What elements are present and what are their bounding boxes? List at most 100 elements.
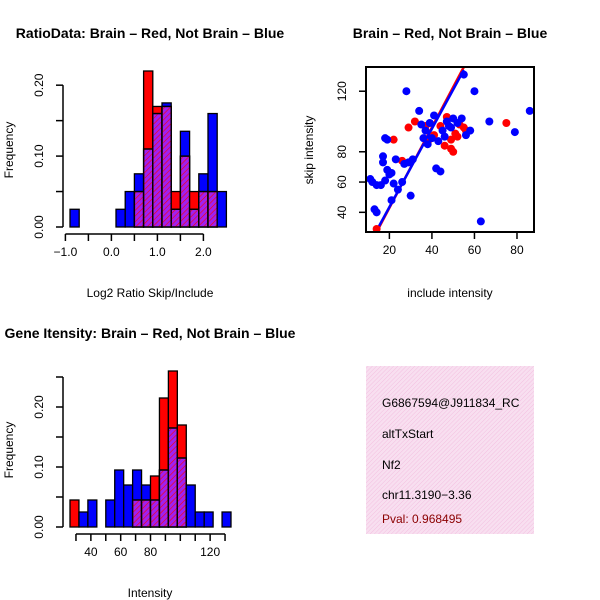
intensity-scatter-panel: Brain – Red, Not Brain – Blue 20 40 60 80 40… xyxy=(302,25,547,300)
intensity-scatter-point-not-brain xyxy=(381,176,390,185)
intensity-histogram-y-tick-label: 0.10 xyxy=(32,455,46,479)
intensity-scatter-x-tick-label: 60 xyxy=(468,243,482,257)
intensity-histogram-bar-not-brain xyxy=(78,511,89,528)
intensity-scatter-point-not-brain xyxy=(379,158,388,167)
intensity-histogram-bar-not-brain xyxy=(87,499,98,528)
event-type: altTxStart xyxy=(382,427,434,441)
ratio-histogram-title: RatioData: Brain – Red, Not Brain – Blue xyxy=(16,25,285,41)
ratio-histogram-bar-not-brain xyxy=(69,208,80,228)
intensity-histogram-bar-not-brain xyxy=(114,469,125,528)
ratio-histogram-y-tick-label: 0.00 xyxy=(32,215,46,239)
ratio-histogram-xlabel: Log2 Ratio Skip/Include xyxy=(87,286,214,300)
ratio-histogram-x-tick-label: −1.0 xyxy=(54,245,78,259)
intensity-histogram-panel: Gene Itensity: Brain – Red, Not Brain – … xyxy=(2,325,296,600)
ratio-histogram-y-tick-label: 0.20 xyxy=(32,73,46,97)
intensity-scatter-point-not-brain xyxy=(415,106,424,115)
p-value: Pval: 0.968495 xyxy=(382,512,462,526)
intensity-scatter-point-not-brain xyxy=(391,155,400,164)
intensity-scatter-point-not-brain xyxy=(459,70,468,79)
intensity-scatter-point-brain xyxy=(440,141,449,150)
intensity-histogram-bar-overlap-hatch xyxy=(131,499,143,528)
intensity-scatter-axes: 20 40 60 80 40 60 80 120 xyxy=(335,66,535,257)
ratio-histogram-bar-not-brain xyxy=(124,190,136,228)
intensity-histogram-bar-overlap-hatch xyxy=(140,499,152,528)
intensity-histogram-x-tick-label: 40 xyxy=(84,545,98,559)
intensity-scatter-point-not-brain xyxy=(393,185,402,194)
ratio-histogram-bar-overlap-hatch xyxy=(142,148,154,228)
intensity-scatter-point-not-brain xyxy=(525,106,534,115)
ratio-histogram-y-tick-label: 0.10 xyxy=(32,144,46,168)
intensity-histogram-bar-brain xyxy=(69,499,80,528)
intensity-histogram-bar-not-brain xyxy=(185,484,196,528)
genomic-location: chr11.3190−3.36 xyxy=(382,488,472,502)
ratio-histogram-bar-overlap-hatch xyxy=(207,190,218,228)
ratio-histogram-bar-not-brain xyxy=(115,208,126,228)
intensity-scatter-point-not-brain xyxy=(430,111,439,120)
intensity-scatter-point-not-brain xyxy=(457,114,466,123)
intensity-histogram-x-tick-label: 80 xyxy=(144,545,158,559)
intensity-scatter-point-not-brain xyxy=(398,178,407,187)
intensity-histogram-bar-not-brain xyxy=(105,499,116,528)
intensity-scatter-point-brain xyxy=(372,224,381,232)
intensity-scatter-y-tick-label: 60 xyxy=(335,175,349,189)
intensity-scatter-ylabel: skip intensity xyxy=(302,116,316,185)
intensity-histogram-ylabel: Frequency xyxy=(2,422,16,479)
intensity-scatter-point-not-brain xyxy=(389,179,398,188)
intensity-scatter-point-not-brain xyxy=(417,120,426,129)
intensity-scatter-point-not-brain xyxy=(406,191,415,200)
intensity-scatter-frame xyxy=(365,66,535,233)
intensity-scatter-point-not-brain xyxy=(440,132,449,141)
intensity-histogram-bar-overlap-hatch xyxy=(149,499,161,528)
ratio-histogram-bar-overlap-hatch xyxy=(179,155,191,228)
intensity-histogram-bars xyxy=(69,370,232,528)
intensity-scatter-point-not-brain xyxy=(387,168,396,177)
intensity-histogram-axes: 40 60 80 120 0.00 0.10 0.20 xyxy=(32,376,226,559)
intensity-scatter-point-not-brain xyxy=(425,119,434,128)
intensity-histogram-x-tick-label: 60 xyxy=(114,545,128,559)
intensity-scatter-x-tick-label: 40 xyxy=(425,243,439,257)
intensity-scatter-title: Brain – Red, Not Brain – Blue xyxy=(353,25,548,41)
intensity-scatter-point-not-brain xyxy=(438,126,447,135)
ratio-histogram-bar-overlap-hatch xyxy=(161,105,172,228)
intensity-scatter-point-not-brain xyxy=(510,128,519,137)
intensity-scatter-point-brain xyxy=(404,123,413,132)
intensity-scatter-point-brain xyxy=(447,135,456,144)
intensity-histogram-bar-not-brain xyxy=(123,484,134,528)
ratio-histogram-axes: −1.0 0.0 1.0 2.0 0.00 0.10 0.20 xyxy=(32,73,212,259)
intensity-scatter-point-not-brain xyxy=(485,117,494,126)
intensity-scatter-points xyxy=(366,70,534,232)
intensity-scatter-point-not-brain xyxy=(423,140,432,149)
ratio-histogram-bar-overlap-hatch xyxy=(188,208,200,228)
gene-info-hatch xyxy=(366,366,534,534)
intensity-scatter-point-brain xyxy=(389,135,398,144)
ratio-histogram-ylabel: Frequency xyxy=(2,122,16,179)
ratio-histogram-bar-overlap-hatch xyxy=(198,190,209,228)
ratio-histogram-panel: RatioData: Brain – Red, Not Brain – Blue… xyxy=(2,25,284,300)
intensity-scatter-x-tick-label: 80 xyxy=(510,243,524,257)
intensity-scatter-point-brain xyxy=(502,119,511,128)
intensity-scatter-point-not-brain xyxy=(372,208,381,217)
intensity-scatter-point-not-brain xyxy=(421,126,430,135)
gene-symbol: Nf2 xyxy=(382,458,401,472)
intensity-histogram-bar-overlap-hatch xyxy=(158,469,170,528)
intensity-scatter-y-tick-label: 80 xyxy=(335,145,349,159)
ratio-histogram-x-tick-label: 1.0 xyxy=(149,245,166,259)
intensity-scatter-point-not-brain xyxy=(427,134,436,143)
intensity-scatter-point-brain xyxy=(410,117,419,126)
gene-info-text-clip: G6867594@J911834_RC altTxStart Nf2 chr11… xyxy=(382,396,520,526)
intensity-scatter-y-tick-label: 40 xyxy=(335,205,349,219)
intensity-scatter-xlabel: include intensity xyxy=(407,286,492,300)
intensity-scatter-point-not-brain xyxy=(436,167,445,176)
ratio-histogram-bar-overlap-hatch xyxy=(152,112,163,228)
ratio-histogram-x-tick-label: 2.0 xyxy=(195,245,212,259)
intensity-histogram-bar-not-brain xyxy=(203,511,214,528)
intensity-scatter-point-not-brain xyxy=(383,135,392,144)
intensity-histogram-bar-overlap-hatch xyxy=(176,457,187,528)
intensity-scatter-point-brain xyxy=(453,132,462,141)
ratio-histogram-bar-overlap-hatch xyxy=(133,190,145,228)
intensity-scatter-point-not-brain xyxy=(419,134,428,143)
gene-info-panel: G6867594@J911834_RC altTxStart Nf2 chr11… xyxy=(366,366,534,534)
intensity-histogram-y-tick-label: 0.00 xyxy=(32,515,46,539)
ratio-histogram-bar-not-brain xyxy=(216,190,228,228)
